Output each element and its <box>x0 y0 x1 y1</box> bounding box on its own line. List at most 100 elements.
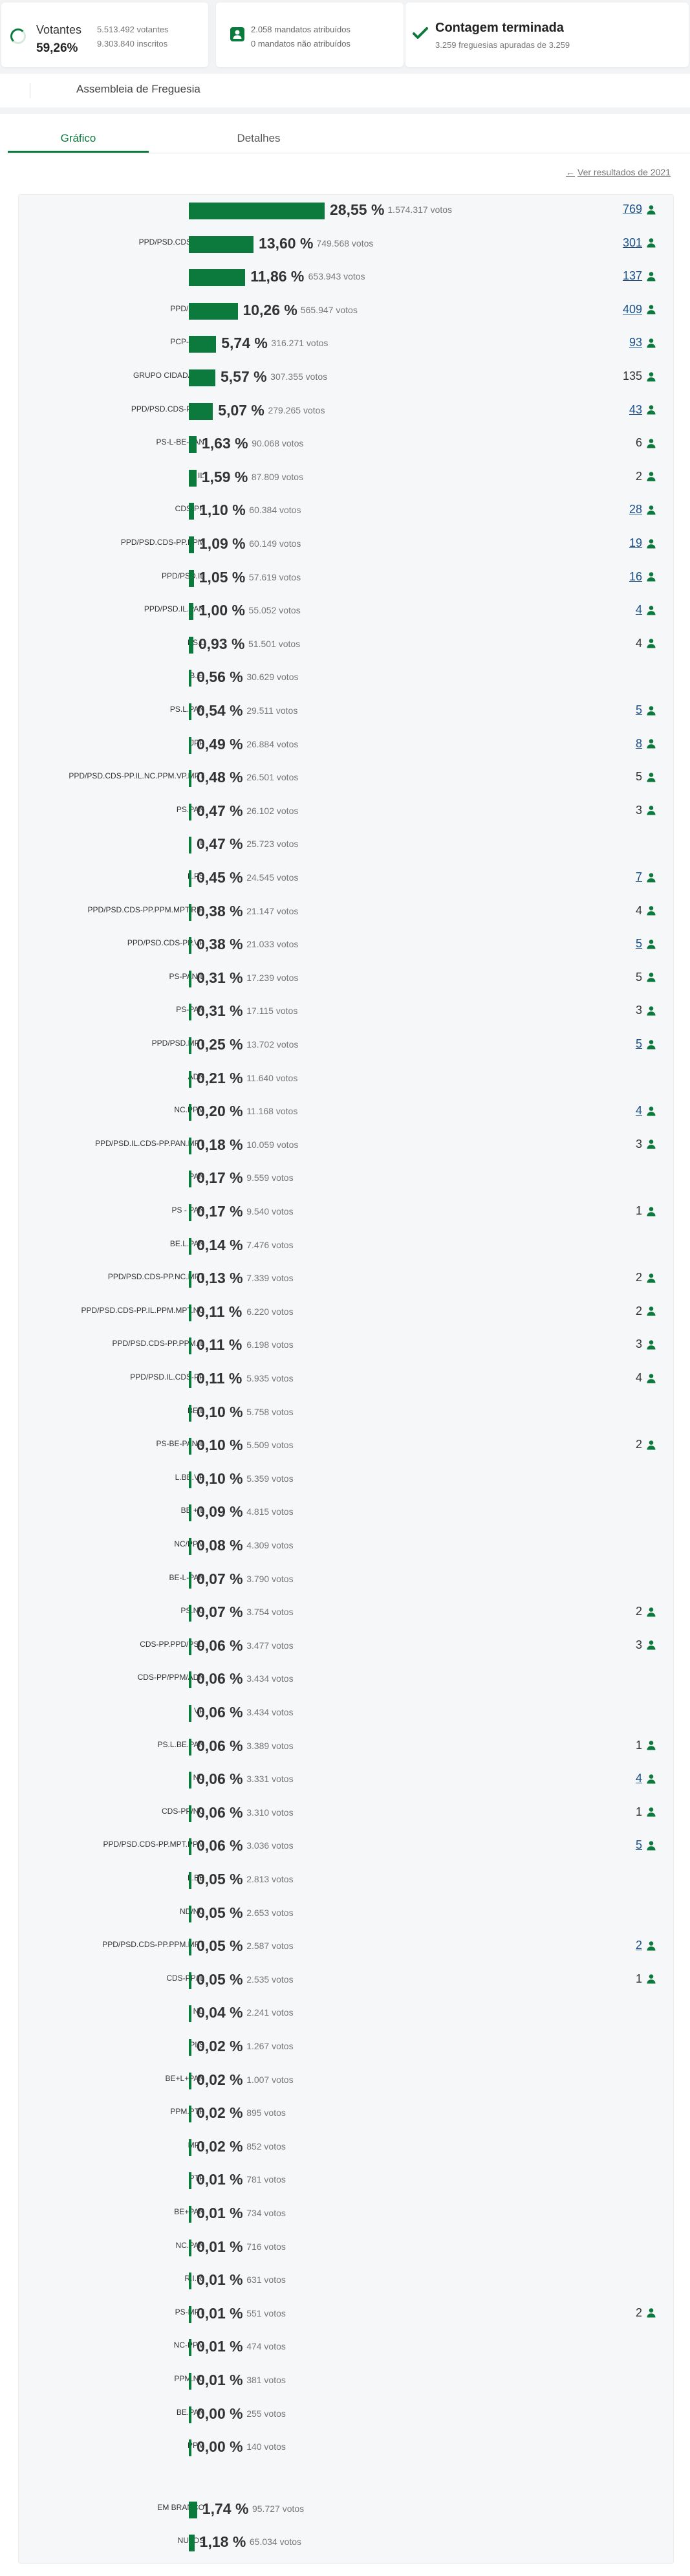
mandates-count[interactable]: 137 <box>623 269 656 283</box>
mandates-number[interactable]: 4 <box>635 1772 642 1785</box>
result-row: PPD/PSD 10,26 % 565.947 votos 409 <box>19 295 673 329</box>
result-bar <box>189 2172 191 2190</box>
tab-details[interactable]: Detalhes <box>237 132 281 144</box>
party-name: EM BRANCO <box>157 2502 204 2512</box>
mandates-number: 5 <box>635 970 642 984</box>
percentage-label: 0,06 % <box>197 1837 243 1855</box>
votes-label: 6.220 votos <box>246 1306 294 1317</box>
mandates-count[interactable]: 4 <box>636 1772 656 1785</box>
mandates-count[interactable]: 769 <box>623 203 656 216</box>
party-name: PPD/PSD.CDS-PP.IL.PPM.MPT.NC <box>81 1305 205 1315</box>
mandates-count[interactable]: 301 <box>623 236 656 250</box>
result-row: PPD/PSD.CDS-PP 13,60 % 749.568 votos 301 <box>19 228 673 262</box>
votes-label: 3.434 votos <box>246 1673 294 1684</box>
mandates-number[interactable]: 5 <box>635 937 642 951</box>
result-bar <box>189 2439 191 2457</box>
mandates-number[interactable]: 43 <box>629 402 642 416</box>
person-icon <box>647 538 656 548</box>
mandates-number[interactable]: 2 <box>635 1939 642 1952</box>
mandates-number[interactable]: 4 <box>635 1104 642 1117</box>
result-bar <box>189 2206 191 2223</box>
mandates-number[interactable]: 5 <box>635 1037 642 1050</box>
percentage-label: 1,05 % <box>199 568 246 586</box>
result-bar <box>189 870 191 887</box>
mandates-count: 5 <box>636 971 656 984</box>
arrow-left-icon: ← <box>566 167 575 177</box>
mandates-count[interactable]: 5 <box>636 1037 656 1051</box>
registered-count: 9.303.840 inscritos <box>97 39 168 49</box>
result-row: R.I.R. 0,01 % 631 votos <box>19 2265 673 2298</box>
mandates-number[interactable]: 5 <box>635 703 642 716</box>
percentage-label: 0,38 % <box>197 936 243 953</box>
mandates-count[interactable]: 5 <box>636 703 656 717</box>
votes-label: 26.501 votos <box>246 772 299 783</box>
mandates-count[interactable]: 2 <box>636 1939 656 1952</box>
result-row: PS.L 0,93 % 51.501 votos 4 <box>19 629 673 663</box>
assembly-selector: Assembleia de Freguesia <box>0 74 690 107</box>
result-bar <box>189 1872 191 1889</box>
party-name: PAN <box>189 1172 204 1182</box>
tab-chart[interactable]: Gráfico <box>8 124 149 153</box>
mandates-count: 4 <box>636 1371 656 1385</box>
mandates-count[interactable]: 7 <box>636 870 656 884</box>
mandates-count: 135 <box>623 369 656 383</box>
party-name: L.PS <box>187 872 204 881</box>
person-icon <box>647 1741 656 1750</box>
mandates-number[interactable]: 5 <box>635 1838 642 1852</box>
mandates-count[interactable]: 43 <box>629 403 656 417</box>
mandates-number[interactable]: 4 <box>635 603 642 617</box>
mandates-number[interactable]: 28 <box>629 503 642 516</box>
mandates-count[interactable]: 28 <box>629 503 656 516</box>
mandates-number[interactable]: 301 <box>622 236 642 249</box>
mandates-number[interactable]: 16 <box>629 569 642 583</box>
mandates-number[interactable]: 7 <box>635 870 642 883</box>
mandates-count[interactable]: 5 <box>636 937 656 951</box>
mandates-count[interactable]: 16 <box>629 570 656 584</box>
votes-label: 17.115 votos <box>246 1006 298 1017</box>
percentage-label: 0,47 % <box>197 835 243 853</box>
mandates-number[interactable]: 769 <box>622 203 642 215</box>
result-row: L.PS 0,45 % 24.545 votos 7 <box>19 863 673 896</box>
mandates-count: 2 <box>636 1305 656 1318</box>
result-bar <box>189 2535 195 2552</box>
person-icon <box>647 1841 656 1851</box>
votes-label: 749.568 votos <box>316 237 374 248</box>
mandates-number[interactable]: 409 <box>622 302 642 316</box>
result-row: PPD/PSD.IL.CDS-PP 0,11 % 5.935 votos 4 <box>19 1363 673 1397</box>
person-icon <box>647 705 656 715</box>
mandates-count[interactable]: 409 <box>623 303 656 316</box>
votes-label: 4.309 votos <box>246 1540 294 1550</box>
mandates-number: 1 <box>635 1204 642 1217</box>
party-name: JPP <box>189 738 204 747</box>
previous-results-link[interactable]: ← Ver resultados de 2021 <box>566 167 671 177</box>
votes-label: 26.884 votos <box>246 738 299 749</box>
votes-label: 474 votos <box>246 2341 286 2352</box>
result-row: L.BE.VP0,10 %5.359 votos <box>19 1464 673 1497</box>
mandates-count[interactable]: 93 <box>629 336 656 349</box>
mandates-count[interactable]: 4 <box>636 603 656 617</box>
result-bar <box>189 1371 191 1388</box>
mandates-count[interactable]: 8 <box>636 737 656 751</box>
mandates-number[interactable]: 8 <box>635 736 642 750</box>
summary-bar: Votantes 59,26% 5.513.492 votantes 9.303… <box>0 0 690 72</box>
mandates-count: 3 <box>636 1138 656 1151</box>
mandates-number[interactable]: 19 <box>629 536 642 549</box>
count-status-card: Contagem terminada 3.259 freguesias apur… <box>405 3 689 67</box>
mandates-number[interactable]: 137 <box>622 269 642 283</box>
votes-label: 1.007 votos <box>246 2074 294 2085</box>
person-icon <box>647 1807 656 1817</box>
result-row: ND/NC 0,05 % 2.653 votos <box>19 1898 673 1932</box>
mandates-count[interactable]: 19 <box>629 536 656 550</box>
mandates-count[interactable]: 4 <box>636 1104 656 1117</box>
person-icon <box>647 238 656 248</box>
tab-assembleia-freguesia[interactable]: Assembleia de Freguesia <box>76 83 200 95</box>
votes-label: 781 votos <box>246 2174 286 2185</box>
mandates-count[interactable]: 5 <box>636 1838 656 1852</box>
person-icon <box>647 1440 656 1450</box>
percentage-label: 0,11 % <box>197 1336 243 1354</box>
mandates-number[interactable]: 93 <box>629 336 642 349</box>
percentage-label: 0,05 % <box>197 1904 243 1921</box>
mandates-count: 2 <box>636 1271 656 1284</box>
mandates-number: 2 <box>635 469 642 483</box>
